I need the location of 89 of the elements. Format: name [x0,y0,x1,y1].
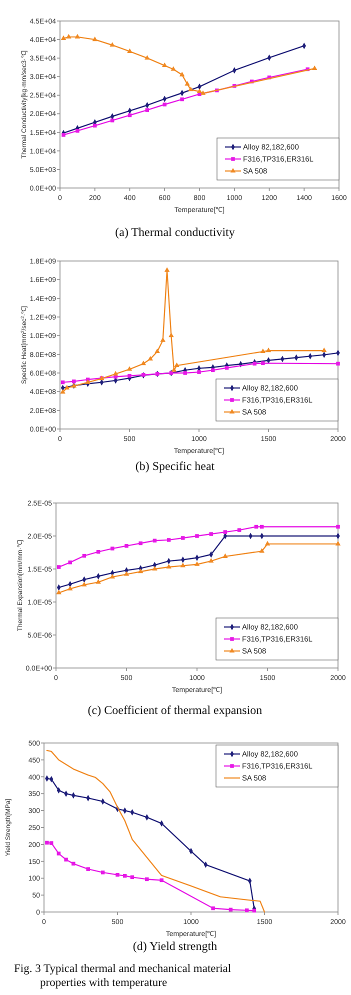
point [166,538,171,542]
point [112,370,118,376]
point [49,841,54,845]
text: (c) Coefficient of thermal expansion [88,703,262,717]
point [68,560,72,564]
point [184,81,190,86]
point [72,862,76,866]
point [64,858,68,862]
point [179,72,185,76]
text: (b) Specific heat [135,459,216,473]
point [64,384,70,390]
point [183,371,187,375]
point [259,548,264,553]
text: (a) Thermal conductivity [115,225,235,239]
point [197,370,201,374]
point [180,562,186,568]
point [196,88,202,94]
point [336,362,340,366]
point [211,906,215,910]
point [223,530,228,534]
point [209,532,213,536]
point [110,574,116,578]
point [92,36,98,42]
point [60,35,66,40]
point [168,332,174,338]
point [74,34,80,38]
point [222,553,228,558]
point [138,541,142,546]
point [110,118,114,122]
point [180,97,184,102]
point [56,590,62,594]
point [166,564,172,569]
point [321,348,327,352]
point [170,66,176,71]
point [162,102,166,106]
point [116,872,120,877]
point [140,360,146,366]
point [237,528,242,532]
point [45,840,49,845]
point [138,568,144,574]
point [164,267,170,272]
point [174,362,180,368]
point [162,62,168,68]
point [124,544,128,548]
point [188,86,194,92]
point [62,133,66,137]
point [260,348,266,354]
point [194,561,200,566]
point [171,367,177,372]
point [145,877,149,882]
point [152,538,157,542]
point [126,366,132,371]
point [312,65,318,70]
point [60,389,66,394]
text: (d) Yield strength [132,939,218,953]
point [252,362,256,366]
point [66,34,72,38]
point [181,536,185,540]
point [264,540,270,546]
point [195,534,199,538]
point [124,571,130,576]
point [67,586,73,590]
point [152,566,158,571]
point [127,48,132,53]
point [110,42,115,47]
point [211,368,215,372]
point [200,90,206,95]
point [261,361,265,366]
point [86,867,90,871]
point [56,852,61,856]
point [128,374,132,378]
point [100,870,105,874]
point [154,348,160,354]
point [56,565,61,569]
point [82,582,87,586]
point [85,379,90,384]
point [76,128,80,133]
point [110,546,114,550]
point [335,540,341,546]
point [144,55,150,60]
point [145,108,150,112]
point [336,524,340,529]
point [96,579,101,584]
point [148,356,153,361]
point [160,878,164,882]
point [266,348,272,352]
caption: Fig. 3 Typical thermal and mechanical material properties with temperature [14,963,232,989]
point [72,380,76,384]
point [208,558,214,563]
